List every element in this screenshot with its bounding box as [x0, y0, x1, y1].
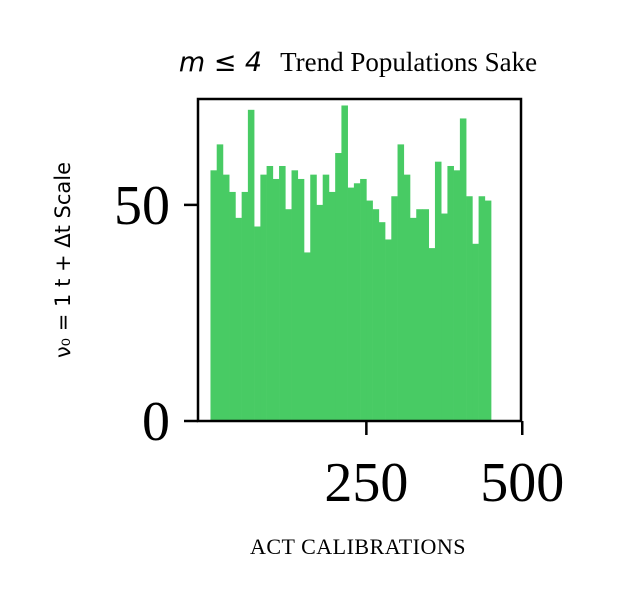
histogram-bar: [235, 217, 242, 421]
y-tick-label: 50: [114, 175, 170, 237]
histogram-bar: [434, 161, 442, 422]
histogram-bar: [335, 153, 342, 421]
histogram-bar: [291, 170, 299, 421]
y-axis-ticks: 0 50: [114, 175, 198, 453]
histogram-bar: [210, 170, 218, 421]
histogram-bar: [397, 144, 405, 421]
histogram-bar: [391, 196, 398, 421]
histogram-bar: [478, 196, 486, 421]
x-axis-label: ACT CALIBRATIONS: [250, 534, 466, 559]
histogram-bar: [304, 252, 311, 421]
x-tick-label: 500: [480, 452, 564, 514]
histogram-bar: [466, 196, 473, 421]
histogram-bar: [316, 204, 324, 421]
histogram-bar: [453, 170, 461, 421]
histogram-bar: [285, 209, 292, 421]
histogram-bar: [241, 191, 249, 421]
histogram-bar: [260, 174, 267, 421]
y-tick-label: 0: [142, 391, 170, 453]
histogram-bar: [322, 174, 330, 421]
histogram-bar: [422, 209, 430, 421]
y-axis-label: ν₀ = 1 t + Δt Scale: [51, 162, 75, 358]
bars-group: [210, 105, 492, 422]
histogram-bar: [279, 165, 286, 421]
histogram-bar: [416, 209, 423, 421]
histogram-bar: [297, 178, 305, 421]
histogram-bar: [441, 213, 448, 421]
histogram-bar: [428, 248, 436, 421]
histogram-bar: [272, 178, 280, 421]
histogram-bar: [403, 174, 411, 421]
histogram-bar: [484, 200, 492, 421]
plot-frame: [196, 97, 523, 423]
histogram-bar: [222, 174, 230, 421]
histogram-bar: [328, 191, 336, 421]
histogram-bar: [341, 105, 348, 421]
histogram-bar: [347, 187, 355, 421]
histogram-bar: [410, 217, 417, 421]
histogram-bar: [229, 191, 236, 421]
histogram-bar: [447, 165, 454, 421]
x-tick-label: 250: [324, 452, 408, 514]
histogram-bar: [472, 243, 479, 421]
histogram-bar: [360, 178, 367, 421]
histogram-bar: [254, 226, 261, 421]
chart-title-text: Trend Populations Sake: [280, 47, 537, 77]
histogram-bar: [266, 165, 274, 421]
histogram-bar: [385, 239, 392, 421]
chart-title: m ≤ 4 Trend Populations Sake: [179, 47, 537, 78]
chart-title-math: m ≤ 4: [179, 47, 262, 78]
histogram-bar: [366, 200, 373, 421]
histogram-bar: [310, 174, 317, 421]
histogram-bar: [372, 209, 380, 421]
histogram-bar: [378, 222, 386, 421]
x-axis-ticks: 250 500: [324, 421, 564, 514]
histogram-bar: [459, 118, 467, 421]
histogram-bar: [353, 183, 361, 421]
histogram-bar: [216, 144, 224, 421]
histogram-bar: [247, 109, 255, 421]
